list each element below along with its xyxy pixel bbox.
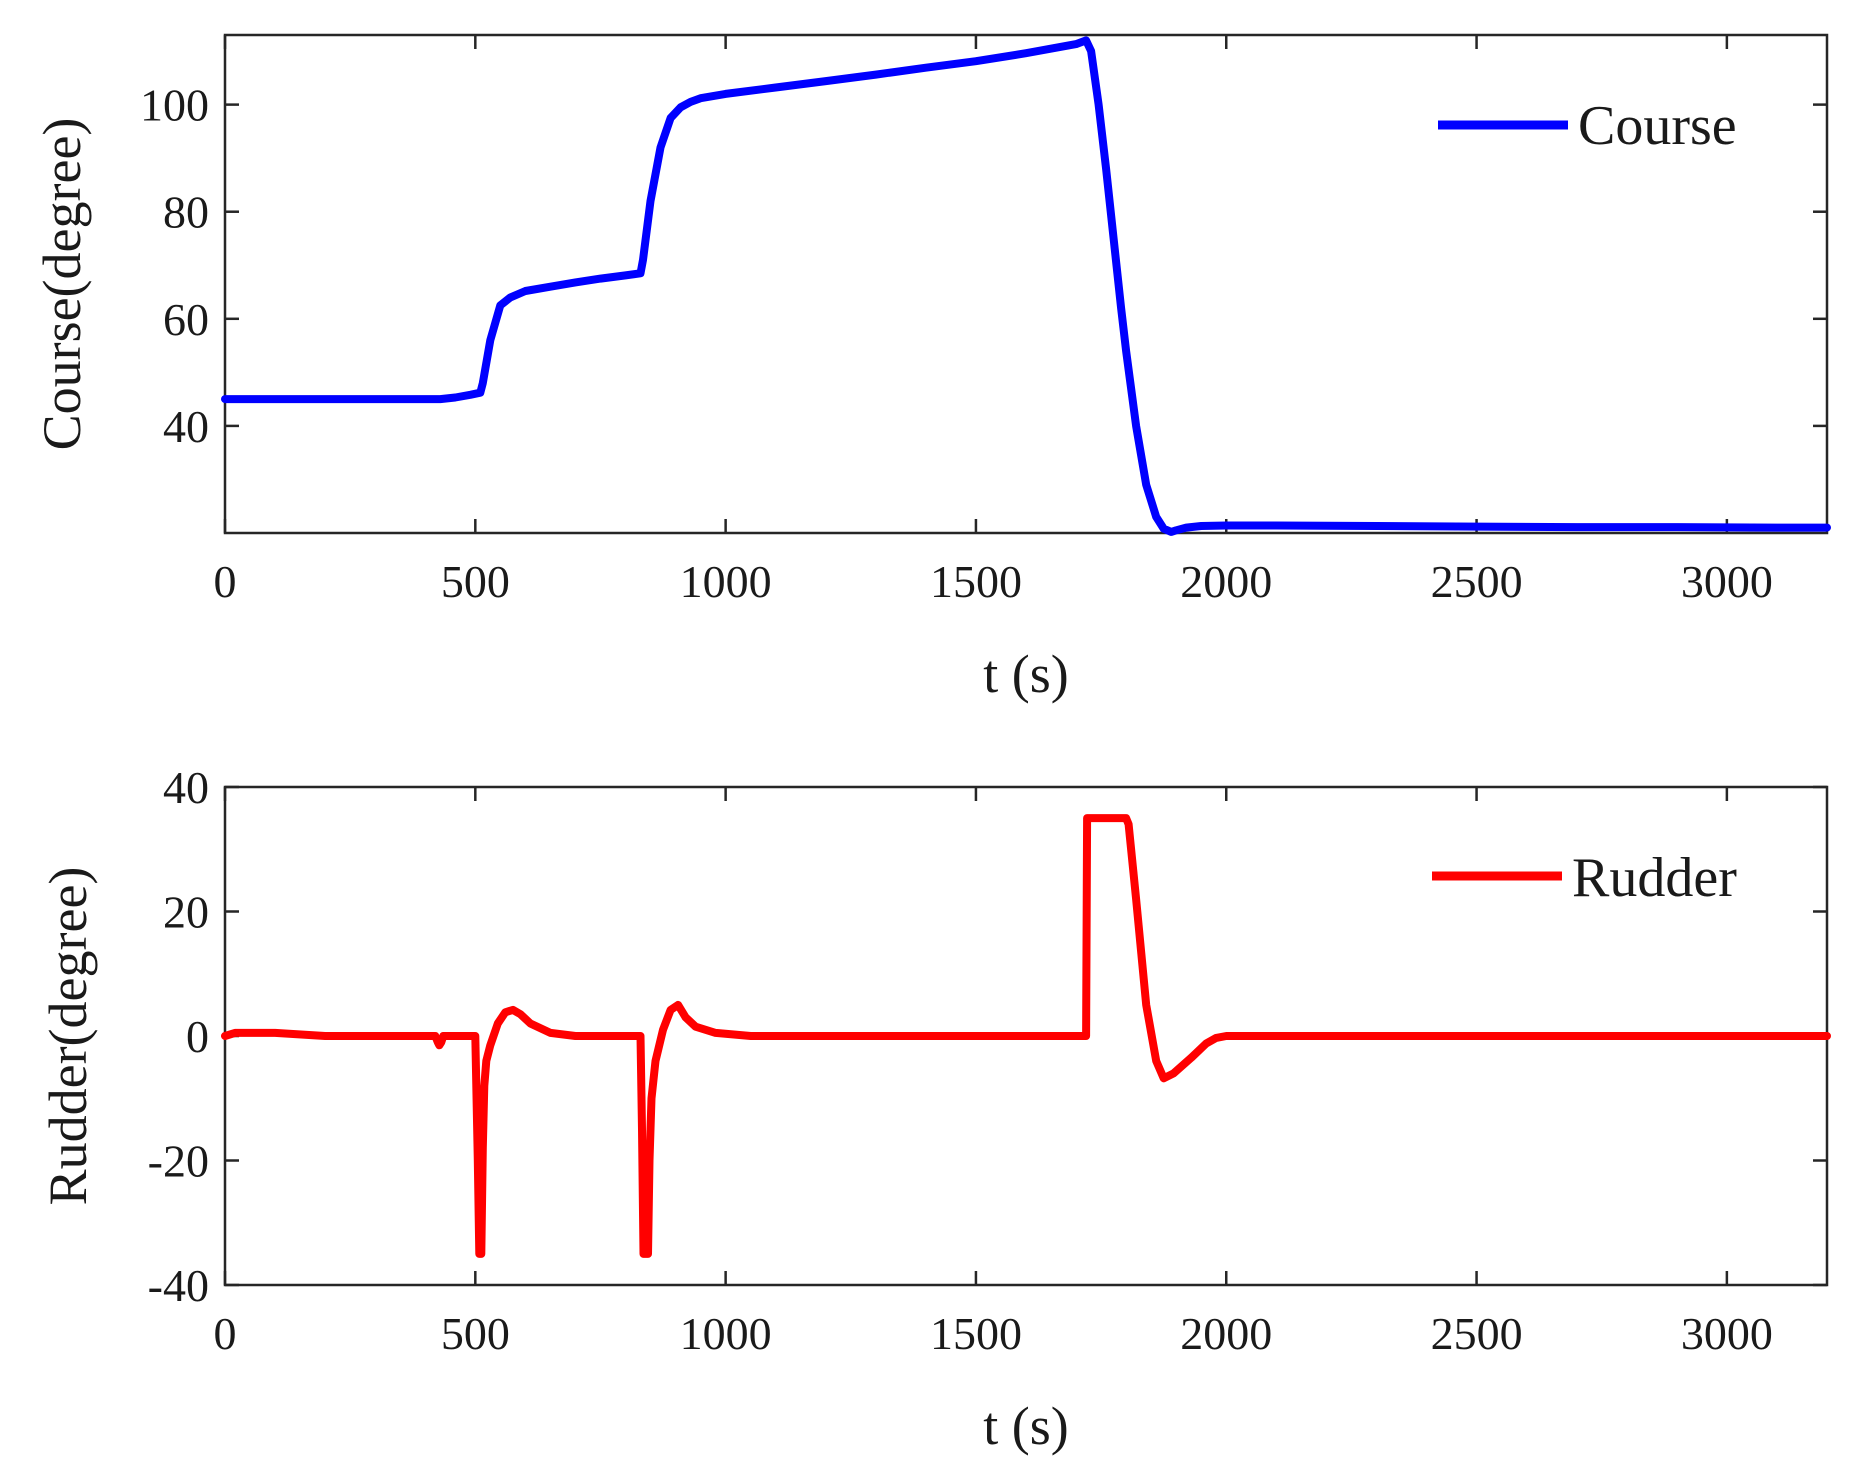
- rudder-y-tick-label: 0: [186, 1011, 209, 1062]
- rudder-x-ticks: 0 500 1000 1500 2000 2500 3000: [214, 787, 1773, 1359]
- rudder-y-tick-label: -40: [148, 1260, 209, 1311]
- rudder-y-ticks: -40 -20 0 20 40: [148, 762, 1827, 1311]
- course-y-ticks: 40 60 80 100: [140, 80, 1827, 452]
- course-x-tick-label: 0: [214, 556, 237, 607]
- course-x-tick-label: 1500: [930, 556, 1022, 607]
- rudder-x-tick-label: 1000: [680, 1308, 772, 1359]
- rudder-legend-label: Rudder: [1572, 847, 1737, 909]
- rudder-x-tick-label: 1500: [930, 1308, 1022, 1359]
- course-chart: 0 500 1000 1500 2000 2500 3000 40 60 80 100 t (s)…: [32, 33, 1831, 704]
- course-x-tick-label: 2000: [1180, 556, 1272, 607]
- course-x-tick-label: 500: [441, 556, 510, 607]
- rudder-y-tick-label: 40: [163, 762, 209, 813]
- course-y-tick-label: 40: [163, 401, 209, 452]
- course-y-axis-title: Course(degree): [32, 118, 92, 451]
- rudder-x-tick-label: 2000: [1180, 1308, 1272, 1359]
- course-x-ticks: 0 500 1000 1500 2000 2500 3000: [214, 35, 1773, 607]
- rudder-y-tick-label: -20: [148, 1136, 209, 1187]
- course-series-group: [221, 36, 1831, 536]
- rudder-chart: 0 500 1000 1500 2000 2500 3000 -40 -20 0 20 40 t (…: [38, 762, 1831, 1456]
- rudder-x-tick-label: 2500: [1431, 1308, 1523, 1359]
- course-x-axis-title: t (s): [983, 644, 1068, 704]
- course-x-tick-label: 3000: [1681, 556, 1773, 607]
- course-legend-label: Course: [1578, 95, 1737, 157]
- course-y-tick-label: 80: [163, 187, 209, 238]
- course-legend: Course: [1438, 95, 1737, 157]
- course-x-tick-label: 1000: [680, 556, 772, 607]
- rudder-series-line: [221, 814, 1831, 1258]
- rudder-x-tick-label: 500: [441, 1308, 510, 1359]
- rudder-x-tick-label: 3000: [1681, 1308, 1773, 1359]
- course-y-tick-label: 100: [140, 80, 209, 131]
- course-plot-frame: [223, 33, 1829, 535]
- rudder-x-tick-label: 0: [214, 1308, 237, 1359]
- rudder-y-tick-label: 20: [163, 887, 209, 938]
- course-y-tick-label: 60: [163, 294, 209, 345]
- rudder-y-axis-title: Rudder(degree): [38, 867, 98, 1206]
- rudder-series-group: [221, 814, 1831, 1258]
- rudder-x-axis-title: t (s): [983, 1396, 1068, 1456]
- course-series-line: [221, 36, 1831, 536]
- rudder-legend: Rudder: [1432, 847, 1737, 909]
- course-x-tick-label: 2500: [1431, 556, 1523, 607]
